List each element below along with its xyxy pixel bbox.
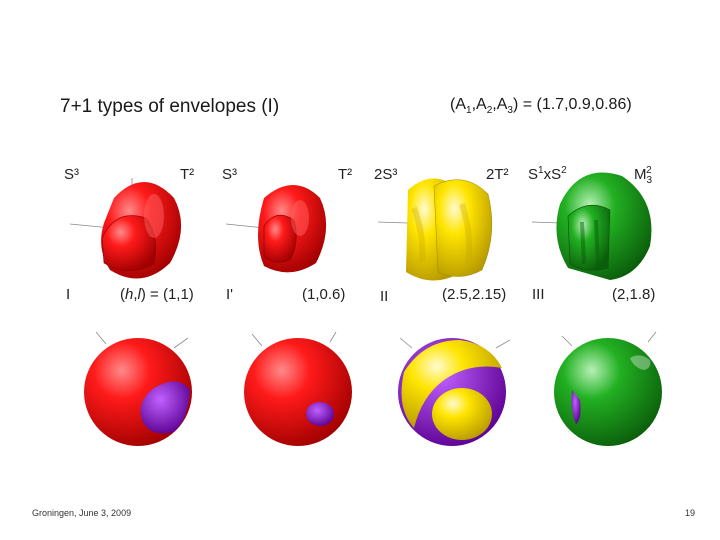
slide-title: 7+1 types of envelopes (I) xyxy=(60,96,280,117)
col2-envelope-figure xyxy=(225,185,327,273)
col1-topology-left: S³ xyxy=(64,166,79,183)
col1-envelope-figure xyxy=(69,178,182,279)
col3-envelope-figure xyxy=(377,178,493,281)
col1-hl-value: (h,l) = (1,1) xyxy=(120,286,194,303)
col4-sphere-figure xyxy=(554,331,662,446)
col2-topology-left: S³ xyxy=(222,166,237,183)
col1-case-label: I xyxy=(66,286,71,303)
col1-topology-right: T² xyxy=(180,166,195,183)
col4-case-label: III xyxy=(532,286,545,303)
parameter-values: (A1,A2,A3) = (1.7,0.9,0.86) xyxy=(450,96,632,116)
col1-sphere-figure xyxy=(84,331,192,446)
col4-topology-left: S1xS2 xyxy=(528,165,567,183)
col2-case-label: I' xyxy=(226,286,234,303)
col2-topology-right: T² xyxy=(338,166,353,183)
footer-text: Groningen, June 3, 2009 xyxy=(32,508,132,518)
col4-envelope-figure xyxy=(531,172,652,280)
col2-value: (1,0.6) xyxy=(302,286,346,303)
col3-value: (2.5,2.15) xyxy=(442,286,507,303)
col3-case-label: II xyxy=(380,288,389,305)
page-number: 19 xyxy=(685,508,696,518)
col3-topology-left: 2S³ xyxy=(374,166,398,183)
col3-sphere-figure xyxy=(398,337,511,446)
col4-value: (2,1.8) xyxy=(612,286,656,303)
col4-topology-right: M32 xyxy=(634,165,653,186)
col3-topology-right: 2T² xyxy=(486,166,509,183)
col2-sphere-figure xyxy=(244,331,352,446)
